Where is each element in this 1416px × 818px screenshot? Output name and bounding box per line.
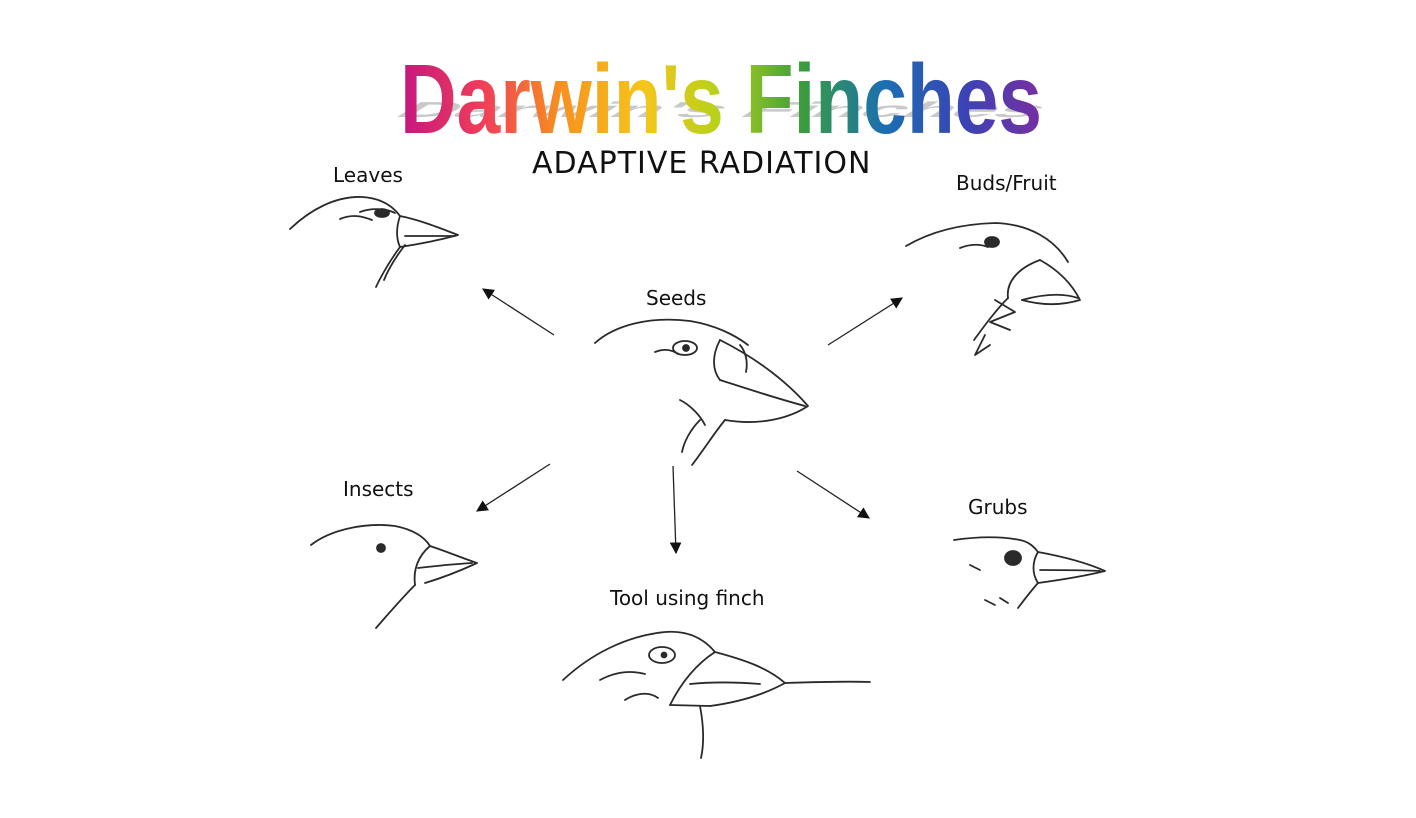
label-insects: Insects bbox=[343, 477, 414, 501]
finch-fruit-eater-icon bbox=[905, 222, 1081, 356]
finch-seed-eater-icon bbox=[594, 318, 809, 466]
edges bbox=[476, 288, 903, 555]
edge-seeds-insects bbox=[476, 463, 551, 512]
title-shadow: Darwin's Finches bbox=[385, 98, 1064, 122]
label-seeds: Seeds bbox=[646, 286, 707, 310]
finch-insect-eater-icon bbox=[310, 524, 478, 629]
finch-grub-eater-icon bbox=[953, 536, 1106, 609]
edge-seeds-grubs bbox=[796, 470, 870, 519]
edge-seeds-buds-fruit bbox=[827, 297, 903, 346]
finch-leaf-eater-icon bbox=[289, 196, 459, 288]
label-buds-fruit: Buds/Fruit bbox=[956, 171, 1057, 195]
title: Darwin's Finches bbox=[400, 44, 1042, 154]
subtitle: ADAPTIVE RADIATION bbox=[532, 146, 872, 181]
label-grubs: Grubs bbox=[968, 495, 1028, 519]
label-leaves: Leaves bbox=[333, 163, 403, 187]
edge-seeds-tool-using bbox=[669, 465, 682, 555]
finch-tool-using-icon bbox=[562, 630, 871, 759]
title-group: Darwin's Finches Darwin's Finches bbox=[385, 44, 1064, 154]
edge-seeds-leaves bbox=[482, 288, 555, 336]
label-tool-using: Tool using finch bbox=[610, 586, 765, 610]
